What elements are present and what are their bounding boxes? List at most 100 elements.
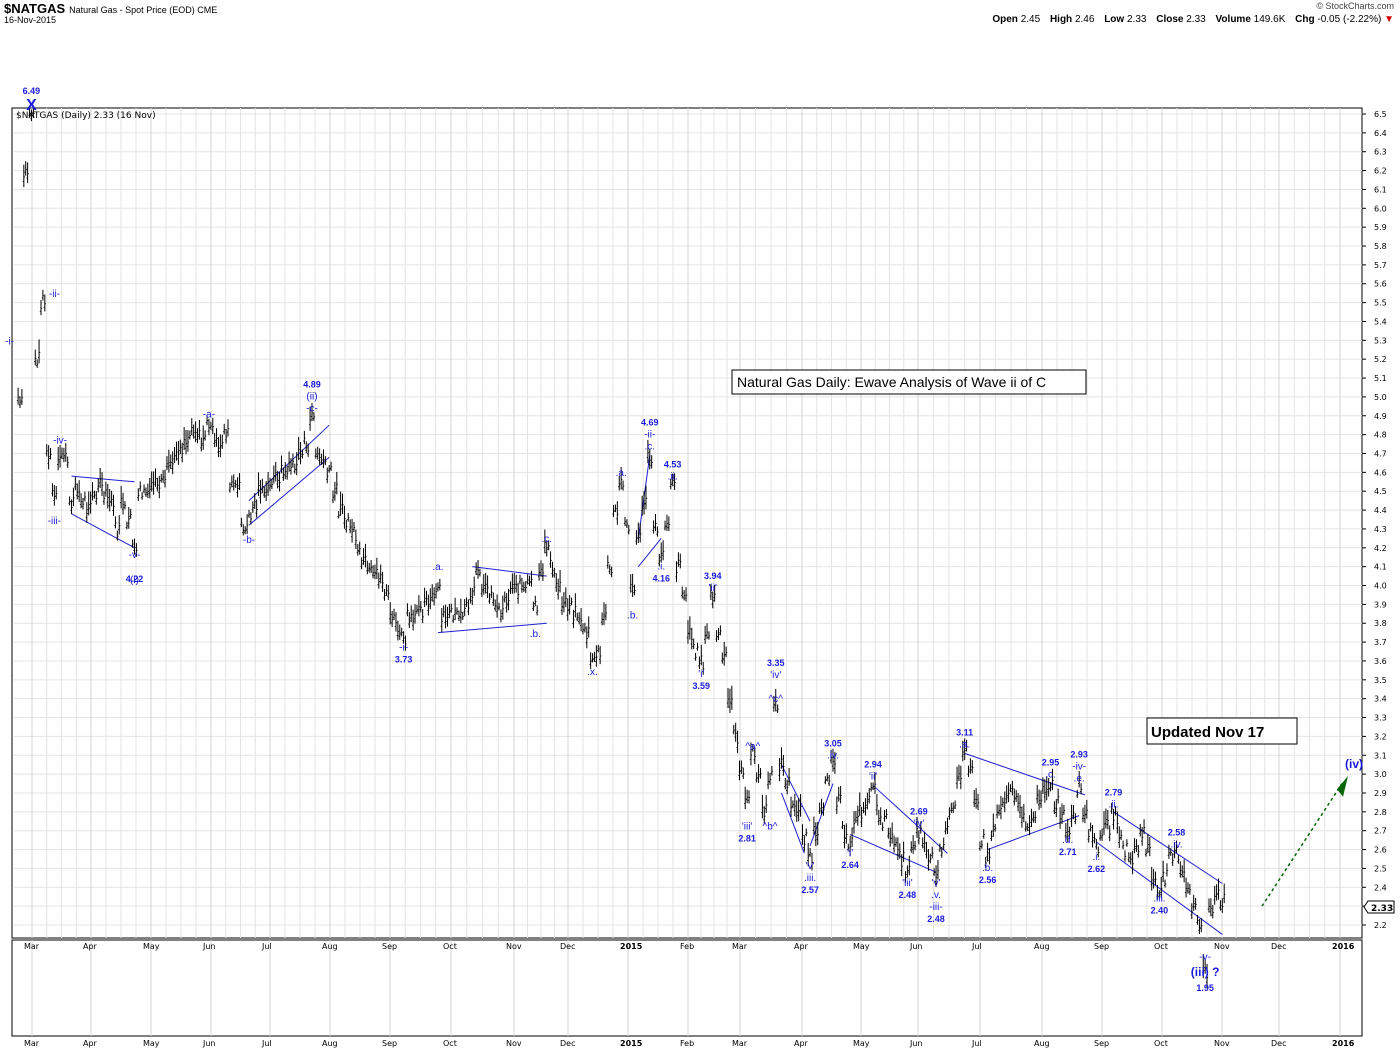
wave-labels: 6.49X -i- -ii- -iv- -iii- -v- (i)4.22 -a- -b- 4.8… [5,86,1363,993]
x-tick-label-lower: Mar [732,1039,748,1048]
wave-label: 2.79 [1105,788,1123,798]
volume-label: Volume [1215,14,1251,25]
wave-label: .ii. [1109,800,1119,811]
wave-label: 3.59 [693,681,711,691]
low-label: Low [1104,14,1125,25]
x-tick-label-lower: 2016 [1332,1039,1355,1048]
y-tick-label: 2.2 [1374,921,1387,930]
y-tick-label: 4.8 [1374,431,1387,440]
x-tick-label: May [143,942,160,951]
y-tick-label: 4.9 [1374,412,1387,421]
x-tick-label: Sep [1094,942,1109,951]
wave-label: .c. [1045,770,1056,781]
x-tick-label-lower: Jul [971,1039,982,1048]
y-tick-label: 4.1 [1374,563,1387,572]
y-tick-label: 2.4 [1374,883,1387,892]
wave-label: -ii- [49,289,60,300]
y-tick-label: 5.4 [1374,317,1387,326]
wave-label: .a. [959,739,970,750]
x-tick-label: Mar [732,942,748,951]
volume-panel-frame [11,939,1363,1037]
wave-label: 'ii' [709,583,717,594]
down-arrow-icon: ▼ [1384,14,1394,25]
close-value: 2.33 [1186,14,1206,25]
wave-label: 'i' [698,669,704,680]
wave-label: 3.94 [704,571,722,581]
wave-label: 6.49 [23,86,41,96]
projection-line [1261,783,1343,907]
y-tick-label: 4.0 [1374,582,1387,591]
wave-label-below-axis: (iii) ? [1191,965,1220,979]
wave-label: 2.69 [910,807,928,817]
x-tick-label-lower: Dec [560,1039,575,1048]
volume-value: 149.6K [1253,14,1286,25]
wave-label: -c- [306,404,318,415]
y-tick-label: 3.7 [1374,638,1387,647]
y-tick-label: 3.4 [1374,695,1387,704]
wave-label: (ii) [306,392,317,403]
wave-label: 'i' [847,848,853,859]
x-tick-label-lower: 2015 [620,1039,643,1048]
wave-label: -ii- [644,429,655,440]
wave-label: 2.57 [801,885,819,895]
y-tick-label: 3.1 [1374,751,1387,760]
wave-label: .iv. [1170,839,1182,850]
y-tick-label: 4.2 [1374,544,1387,553]
x-tick-label: Jun [202,942,216,951]
ohlc-summary: Open 2.45 High 2.46 Low 2.33 Close 2.33 … [992,14,1394,25]
y-tick-label: 5.8 [1374,242,1387,251]
trendline [637,538,662,567]
x-tick-label: Apr [794,942,809,951]
wave-label: 2.71 [1059,847,1077,857]
close-label: Close [1156,14,1184,25]
y-tick-label: 6.3 [1374,148,1387,157]
wave-label: 'v' [932,878,941,889]
chart-symbol: $NATGAS Natural Gas - Spot Price (EOD) CM… [4,1,217,16]
x-tick-label: Dec [560,942,575,951]
wave-label: .iii. [1153,893,1165,904]
y-tick-label: 6.4 [1374,129,1387,138]
wave-label: 2.48 [899,890,917,900]
instrument-name: Natural Gas - Spot Price (EOD) CME [69,5,218,15]
open-label: Open [992,14,1018,25]
wave-label: -a- [203,409,215,420]
wave-label: .v. [931,890,941,901]
x-tick-label: Apr [83,942,98,951]
x-tick-label: Oct [443,942,457,951]
y-tick-label: 3.9 [1374,600,1387,609]
y-tick-label: 3.0 [1374,770,1387,779]
wave-label: -iii- [48,516,61,527]
wave-label: 4.89 [303,380,321,390]
wave-label: .b. [530,629,541,640]
x-tick-label-lower: Sep [1094,1039,1109,1048]
wave-label: .c. [541,534,552,545]
y-tick-label: 5.0 [1374,393,1387,402]
grid [14,108,1362,1036]
wave-label: .e. [1074,773,1085,784]
y-tick-label: 3.5 [1374,676,1387,685]
x-tick-label-lower: Oct [443,1039,457,1048]
wave-label: -i- [5,336,14,347]
y-tick-label: 6.1 [1374,185,1387,194]
trendline [248,456,330,526]
x-tick-label-lower: Nov [506,1039,522,1048]
trendline [781,792,805,854]
plot-frame [11,107,1363,939]
wave-label: .i. [1092,852,1100,863]
x-axis-ticks: Mar Apr May Jun Jul Aug Sep Oct Nov Dec 2015 Feb Mar… [24,942,1355,951]
y-tick-label: 5.1 [1374,374,1387,383]
projection-arrow [1261,776,1348,907]
legend-text: $NATGAS (Daily) 2.33 (16 Nov) [16,111,156,121]
x-tick-label: Dec [1271,942,1286,951]
wave-label: 'iii' [902,878,913,889]
high-value: 2.46 [1074,14,1095,25]
x-tick-label: Aug [322,942,338,951]
x-tick-label: 2015 [620,942,643,951]
y-tick-label: 6.5 [1374,110,1387,119]
wave-label: (i) [130,575,139,586]
wave-label: 2.40 [1151,905,1169,915]
wave-label: 'iv' [770,670,781,681]
x-tick-label: Jul [261,942,272,951]
wave-label: -b- [243,535,255,546]
wave-label: .b. [627,610,638,621]
